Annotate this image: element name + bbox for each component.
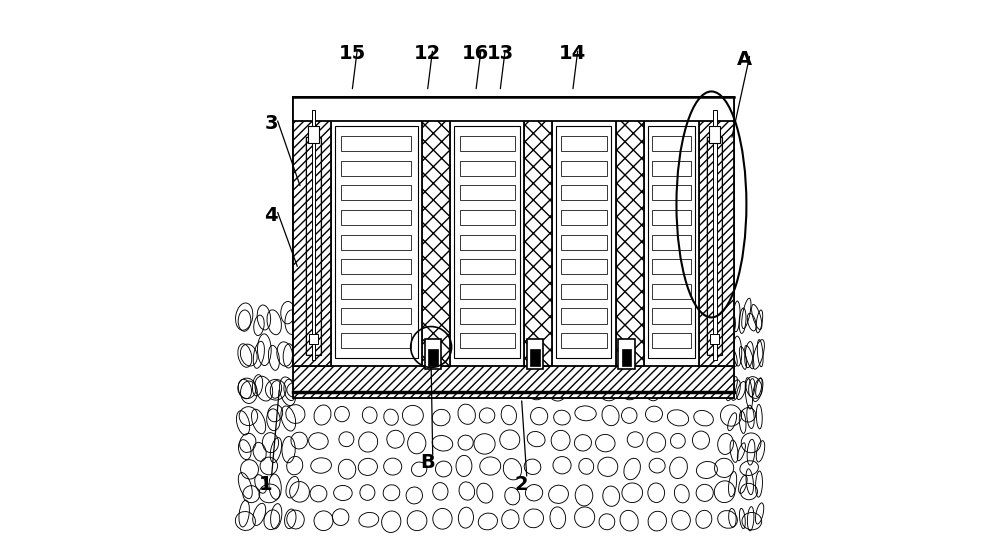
FancyBboxPatch shape bbox=[561, 235, 607, 250]
FancyBboxPatch shape bbox=[710, 334, 719, 344]
FancyBboxPatch shape bbox=[652, 210, 691, 225]
FancyBboxPatch shape bbox=[312, 110, 315, 360]
Text: 12: 12 bbox=[414, 44, 441, 63]
FancyBboxPatch shape bbox=[713, 110, 717, 360]
FancyBboxPatch shape bbox=[341, 185, 411, 200]
FancyBboxPatch shape bbox=[561, 284, 607, 299]
FancyBboxPatch shape bbox=[616, 97, 644, 366]
FancyBboxPatch shape bbox=[709, 126, 720, 143]
FancyBboxPatch shape bbox=[652, 308, 691, 323]
FancyBboxPatch shape bbox=[652, 185, 691, 200]
FancyBboxPatch shape bbox=[652, 235, 691, 250]
FancyBboxPatch shape bbox=[293, 97, 331, 366]
Text: 14: 14 bbox=[559, 44, 586, 63]
FancyBboxPatch shape bbox=[561, 259, 607, 274]
FancyBboxPatch shape bbox=[561, 185, 607, 200]
FancyBboxPatch shape bbox=[309, 334, 318, 344]
FancyBboxPatch shape bbox=[341, 308, 411, 323]
FancyBboxPatch shape bbox=[561, 210, 607, 225]
FancyBboxPatch shape bbox=[428, 349, 438, 366]
FancyBboxPatch shape bbox=[341, 333, 411, 348]
FancyBboxPatch shape bbox=[530, 349, 540, 366]
FancyBboxPatch shape bbox=[293, 97, 734, 366]
FancyBboxPatch shape bbox=[699, 97, 734, 366]
FancyBboxPatch shape bbox=[341, 161, 411, 176]
FancyBboxPatch shape bbox=[652, 136, 691, 151]
FancyBboxPatch shape bbox=[460, 259, 515, 274]
FancyBboxPatch shape bbox=[293, 334, 734, 398]
FancyBboxPatch shape bbox=[306, 137, 321, 355]
FancyBboxPatch shape bbox=[618, 339, 635, 369]
Text: 2: 2 bbox=[515, 475, 528, 494]
FancyBboxPatch shape bbox=[308, 126, 319, 143]
Text: A: A bbox=[737, 49, 752, 69]
FancyBboxPatch shape bbox=[460, 333, 515, 348]
FancyBboxPatch shape bbox=[648, 126, 695, 358]
FancyBboxPatch shape bbox=[460, 284, 515, 299]
FancyBboxPatch shape bbox=[652, 333, 691, 348]
FancyBboxPatch shape bbox=[460, 308, 515, 323]
FancyBboxPatch shape bbox=[561, 333, 607, 348]
FancyBboxPatch shape bbox=[425, 339, 441, 369]
FancyBboxPatch shape bbox=[335, 126, 418, 358]
FancyBboxPatch shape bbox=[556, 126, 611, 358]
Text: 16: 16 bbox=[462, 44, 489, 63]
FancyBboxPatch shape bbox=[341, 259, 411, 274]
FancyBboxPatch shape bbox=[561, 308, 607, 323]
FancyBboxPatch shape bbox=[524, 97, 552, 366]
FancyBboxPatch shape bbox=[652, 284, 691, 299]
FancyBboxPatch shape bbox=[561, 136, 607, 151]
FancyBboxPatch shape bbox=[454, 126, 520, 358]
FancyBboxPatch shape bbox=[460, 210, 515, 225]
FancyBboxPatch shape bbox=[341, 235, 411, 250]
Text: 13: 13 bbox=[486, 44, 514, 63]
FancyBboxPatch shape bbox=[527, 339, 543, 369]
FancyBboxPatch shape bbox=[422, 97, 450, 366]
Text: 4: 4 bbox=[265, 206, 278, 225]
FancyBboxPatch shape bbox=[341, 284, 411, 299]
Text: 3: 3 bbox=[265, 114, 278, 133]
FancyBboxPatch shape bbox=[707, 137, 722, 355]
FancyBboxPatch shape bbox=[341, 210, 411, 225]
FancyBboxPatch shape bbox=[561, 161, 607, 176]
Text: B: B bbox=[420, 453, 435, 472]
FancyBboxPatch shape bbox=[341, 136, 411, 151]
Text: 1: 1 bbox=[259, 475, 273, 494]
FancyBboxPatch shape bbox=[460, 161, 515, 176]
FancyBboxPatch shape bbox=[293, 97, 734, 121]
FancyBboxPatch shape bbox=[622, 349, 631, 366]
FancyBboxPatch shape bbox=[460, 136, 515, 151]
FancyBboxPatch shape bbox=[460, 235, 515, 250]
FancyBboxPatch shape bbox=[652, 161, 691, 176]
FancyBboxPatch shape bbox=[460, 185, 515, 200]
Text: 15: 15 bbox=[338, 44, 366, 63]
FancyBboxPatch shape bbox=[652, 259, 691, 274]
